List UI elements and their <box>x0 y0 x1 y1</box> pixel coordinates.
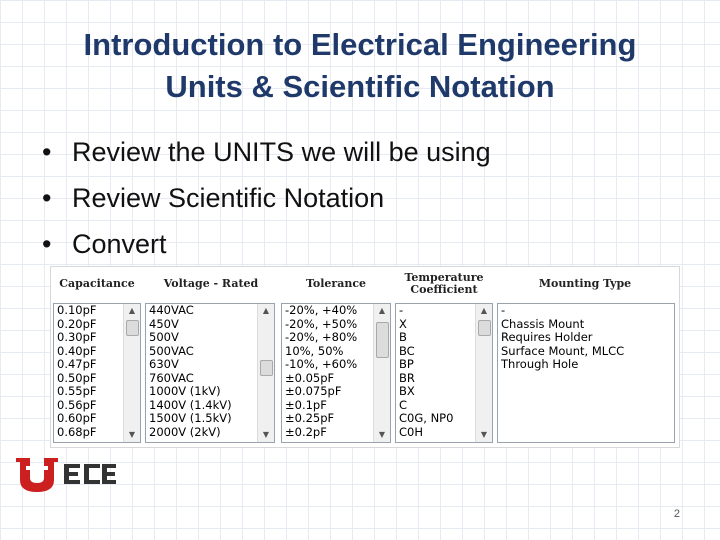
list-item[interactable]: 0.50pF <box>57 371 97 385</box>
temperature-scrollbar[interactable]: ▲ ▼ <box>475 304 492 442</box>
bullet-dot-icon: • <box>42 229 52 259</box>
list-item[interactable]: 500V <box>149 331 179 344</box>
scroll-down-icon[interactable]: ▼ <box>262 430 270 439</box>
parametric-filter-panel: Capacitance Voltage - Rated Tolerance Te… <box>50 266 680 448</box>
bullet-dot-icon: • <box>42 183 52 213</box>
voltage-scrollbar[interactable]: ▲ ▼ <box>257 304 274 442</box>
scroll-up-icon[interactable]: ▲ <box>262 306 270 315</box>
list-item[interactable]: X <box>399 317 407 331</box>
title-line-2: Units & Scientific Notation <box>165 69 555 104</box>
list-item[interactable]: C0G, NP0 <box>399 412 454 425</box>
ece-logo <box>14 456 118 494</box>
list-item[interactable]: 10%, 50% <box>285 344 344 358</box>
list-item[interactable]: 0.68pF <box>57 425 97 439</box>
list-item[interactable]: B <box>399 331 407 344</box>
ece-logo-graphic <box>16 458 116 492</box>
scroll-down-icon[interactable]: ▼ <box>128 430 136 439</box>
capacitance-listbox[interactable]: 0.10pF 0.20pF 0.30pF 0.40pF 0.47pF 0.50p… <box>53 303 141 443</box>
list-item[interactable]: ±0.05pF <box>285 371 335 385</box>
list-item[interactable]: ±0.1pF <box>285 398 327 412</box>
temperature-header: Temperature Coefficient <box>404 271 484 296</box>
tolerance-listbox[interactable]: -20%, +40% -20%, +50% -20%, +80% 10%, 50… <box>281 303 391 443</box>
bullet-item: • Convert <box>42 224 491 270</box>
list-item[interactable]: 1000V (1kV) <box>149 385 221 398</box>
list-item[interactable]: 0.30pF <box>57 331 97 344</box>
list-item[interactable]: 0.40pF <box>57 344 97 358</box>
scroll-up-icon[interactable]: ▲ <box>378 306 386 315</box>
list-item[interactable]: 450V <box>149 317 179 331</box>
list-item[interactable]: -20%, +80% <box>285 331 358 344</box>
list-item[interactable]: 440VAC <box>149 304 194 317</box>
list-item[interactable]: - <box>501 304 506 317</box>
list-item[interactable]: BP <box>399 358 414 371</box>
list-item[interactable]: 0.47pF <box>57 358 97 371</box>
list-item[interactable]: Chassis Mount <box>501 317 585 331</box>
capacitance-header: Capacitance <box>59 277 135 290</box>
mounting-options: - Chassis Mount Requires Holder Surface … <box>501 304 670 372</box>
list-item[interactable]: 1500V (1.5kV) <box>149 412 232 425</box>
list-item[interactable]: 760VAC <box>149 371 194 385</box>
bullet-dot-icon: • <box>42 137 52 167</box>
list-item[interactable]: 0.20pF <box>57 317 97 331</box>
page-number: 2 <box>673 508 680 520</box>
list-item[interactable]: - <box>399 304 404 317</box>
scroll-down-icon[interactable]: ▼ <box>378 430 386 439</box>
scroll-thumb[interactable] <box>260 360 273 376</box>
list-item[interactable]: ±0.075pF <box>285 385 342 398</box>
capacitance-options: 0.10pF 0.20pF 0.30pF 0.40pF 0.47pF 0.50p… <box>57 304 122 439</box>
list-item[interactable]: BC <box>399 344 415 358</box>
capacitance-scrollbar[interactable]: ▲ ▼ <box>123 304 140 442</box>
scroll-thumb[interactable] <box>126 320 139 336</box>
title-line-1: Introduction to Electrical Engineering <box>83 27 637 62</box>
scroll-down-icon[interactable]: ▼ <box>480 430 488 439</box>
list-item[interactable]: Requires Holder <box>501 331 593 344</box>
list-item[interactable]: 0.56pF <box>57 398 97 412</box>
list-item[interactable]: 0.60pF <box>57 412 97 425</box>
bullet-item: • Review Scientific Notation <box>42 178 491 224</box>
list-item[interactable]: 0.10pF <box>57 304 97 317</box>
voltage-listbox[interactable]: 440VAC 450V 500V 500VAC 630V 760VAC 1000… <box>145 303 275 443</box>
mounting-type-header: Mounting Type <box>538 277 632 290</box>
list-item[interactable]: BR <box>399 371 415 385</box>
list-item[interactable]: 0.55pF <box>57 385 97 398</box>
list-item[interactable]: 630V <box>149 358 179 371</box>
voltage-options: 440VAC 450V 500V 500VAC 630V 760VAC 1000… <box>149 304 256 439</box>
scroll-thumb[interactable] <box>478 320 491 336</box>
scroll-thumb[interactable] <box>376 322 389 358</box>
tolerance-options: -20%, +40% -20%, +50% -20%, +80% 10%, 50… <box>285 304 372 439</box>
list-item[interactable]: 1400V (1.4kV) <box>149 398 232 412</box>
mounting-type-listbox[interactable]: - Chassis Mount Requires Holder Surface … <box>497 303 675 443</box>
list-item[interactable]: -20%, +40% <box>285 304 358 317</box>
scroll-up-icon[interactable]: ▲ <box>480 306 488 315</box>
temperature-coefficient-listbox[interactable]: - X B BC BP BR BX C C0G, NP0 C0H ▲ ▼ <box>395 303 493 443</box>
list-item[interactable]: 500VAC <box>149 344 194 358</box>
bullet-item: • Review the UNITS we will be using <box>42 132 491 178</box>
list-item[interactable]: ±0.2pF <box>285 425 327 439</box>
list-item[interactable]: ±0.25pF <box>285 412 335 425</box>
bullet-list: • Review the UNITS we will be using • Revi… <box>42 132 491 270</box>
scroll-up-icon[interactable]: ▲ <box>128 306 136 315</box>
list-item[interactable]: Through Hole <box>501 358 579 371</box>
list-item[interactable]: C0H <box>399 425 423 439</box>
tolerance-scrollbar[interactable]: ▲ ▼ <box>373 304 390 442</box>
voltage-header: Voltage - Rated <box>163 277 259 290</box>
slide-title: Introduction to Electrical Engineering U… <box>0 24 720 108</box>
temperature-options: - X B BC BP BR BX C C0G, NP0 C0H <box>399 304 474 439</box>
list-item[interactable]: C <box>399 398 408 412</box>
list-item[interactable]: -20%, +50% <box>285 317 358 331</box>
list-item[interactable]: 2000V (2kV) <box>149 425 221 439</box>
tolerance-header: Tolerance <box>305 277 367 290</box>
list-item[interactable]: -10%, +60% <box>285 358 358 371</box>
list-item[interactable]: BX <box>399 385 415 398</box>
list-item[interactable]: Surface Mount, MLCC <box>501 344 625 358</box>
